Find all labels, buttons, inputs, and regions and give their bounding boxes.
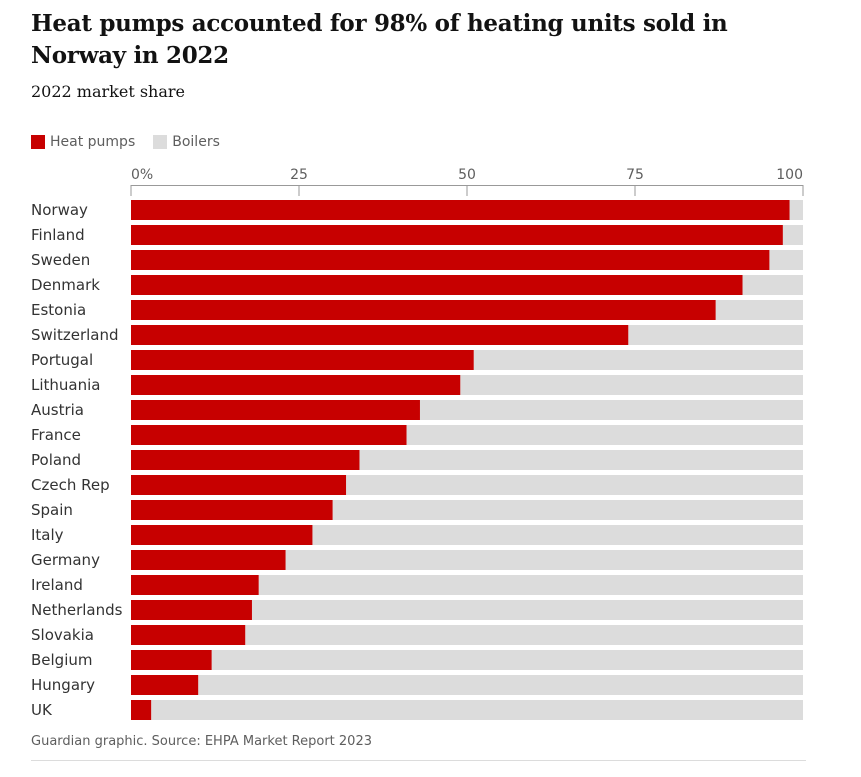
legend-item-heat-pumps: Heat pumps [31,134,135,150]
category-label-germany: Germany [31,551,100,569]
category-label-belgium: Belgium [31,651,93,669]
bar-boilers-belgium [211,650,803,670]
category-label-finland: Finland [31,226,85,244]
bar-heat-pumps-spain [131,500,333,520]
bar-boilers-netherlands [251,600,803,620]
category-label-slovakia: Slovakia [31,626,94,644]
legend-label-heat-pumps: Heat pumps [50,134,136,150]
bar-heat-pumps-ireland [131,575,259,595]
x-tick-label-0: 0% [131,167,153,183]
bar-boilers-finland [782,225,803,245]
legend-label-boilers: Boilers [172,134,220,150]
bar-heat-pumps-switzerland [131,325,629,345]
bar-boilers-denmark [742,275,803,295]
bar-heat-pumps-netherlands [131,600,252,620]
bar-heat-pumps-uk [131,700,152,720]
legend: Heat pumps Boilers [31,134,238,150]
bar-chart: 0% 25 50 75 100 Norway Finland Sweden Denmark Est… [31,160,806,729]
x-tick-label-75: 75 [626,167,644,183]
bar-boilers-italy [312,525,803,545]
category-label-spain: Spain [31,501,73,519]
category-label-lithuania: Lithuania [31,376,100,394]
bar-boilers-spain [332,500,803,520]
x-tick-label-50: 50 [458,167,476,183]
bar-boilers-estonia [715,300,803,320]
bar-boilers-austria [419,400,803,420]
bar-boilers-portugal [473,350,803,370]
bar-heat-pumps-portugal [131,350,474,370]
bar-heat-pumps-france [131,425,407,445]
category-label-denmark: Denmark [31,276,100,294]
bar-boilers-slovakia [245,625,804,645]
bar-heat-pumps-denmark [131,275,743,295]
x-tick-label-25: 25 [290,167,308,183]
bar-heat-pumps-austria [131,400,420,420]
category-label-poland: Poland [31,451,81,469]
bar-heat-pumps-estonia [131,300,716,320]
category-label-portugal: Portugal [31,351,93,369]
bar-heat-pumps-czech-rep [131,475,347,495]
bar-heat-pumps-germany [131,550,286,570]
category-label-france: France [31,426,81,444]
legend-swatch-heat-pumps [31,135,45,149]
bar-heat-pumps-sweden [131,250,770,270]
bar-heat-pumps-poland [131,450,360,470]
x-tick-label-100: 100 [776,167,803,183]
category-label-switzerland: Switzerland [31,326,119,344]
bar-heat-pumps-lithuania [131,375,461,395]
bar-heat-pumps-italy [131,525,313,545]
bar-boilers-poland [359,450,803,470]
bar-heat-pumps-belgium [131,650,212,670]
bar-boilers-uk [151,700,803,720]
chart-subtitle: 2022 market share [31,82,186,101]
category-label-netherlands: Netherlands [31,601,123,619]
bar-boilers-sweden [769,250,803,270]
category-label-italy: Italy [31,526,64,544]
bar-heat-pumps-finland [131,225,783,245]
bottom-divider [31,760,806,761]
bar-boilers-norway [789,200,803,220]
bar-boilers-france [406,425,803,445]
category-label-austria: Austria [31,401,84,419]
category-label-ireland: Ireland [31,576,83,594]
bar-boilers-czech-rep [346,475,803,495]
category-label-sweden: Sweden [31,251,90,269]
legend-item-boilers: Boilers [153,134,220,150]
bar-boilers-hungary [198,675,803,695]
chart-title: Heat pumps accounted for 98% of heating … [31,10,728,69]
bar-heat-pumps-hungary [131,675,199,695]
category-label-estonia: Estonia [31,301,86,319]
bar-boilers-lithuania [460,375,803,395]
bar-boilers-germany [285,550,803,570]
bar-chart-svg: 0% 25 50 75 100 Norway Finland Sweden Denmark Est… [31,167,804,720]
category-label-uk: UK [31,701,53,719]
bar-boilers-ireland [258,575,803,595]
source-note: Guardian graphic. Source: EHPA Market Re… [31,734,372,749]
category-label-norway: Norway [31,201,88,219]
category-label-hungary: Hungary [31,676,95,694]
legend-swatch-boilers [153,135,168,149]
bar-heat-pumps-slovakia [131,625,246,645]
bar-boilers-switzerland [628,325,803,345]
bar-heat-pumps-norway [131,200,790,220]
category-label-czech-rep: Czech Rep [31,476,110,494]
